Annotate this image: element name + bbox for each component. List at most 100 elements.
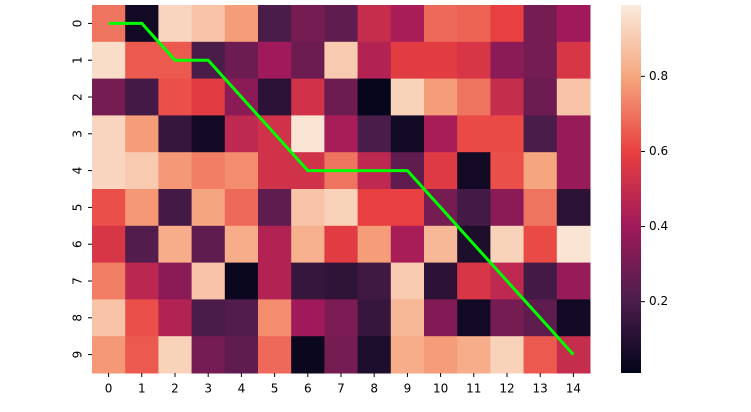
cell — [224, 225, 259, 264]
cell — [357, 336, 392, 374]
cell — [424, 115, 458, 153]
cell — [158, 189, 193, 227]
cell — [291, 336, 325, 374]
cell — [357, 189, 392, 227]
cell — [191, 78, 226, 116]
cell — [357, 41, 392, 80]
cell — [125, 152, 159, 190]
cell — [191, 299, 226, 337]
cell — [490, 225, 525, 264]
colorbar-tick-label: 0.8 — [649, 69, 668, 83]
cell — [324, 262, 359, 300]
cell — [457, 152, 491, 190]
cell — [92, 262, 126, 300]
cell — [390, 336, 425, 374]
y-tick-label: 5 — [71, 204, 85, 212]
cell — [291, 41, 325, 80]
cell — [424, 262, 458, 300]
cell — [390, 262, 425, 300]
cell — [224, 5, 259, 43]
cell — [92, 78, 126, 116]
cell — [457, 262, 491, 300]
cell — [424, 152, 458, 190]
y-tick-label: 0 — [71, 20, 85, 28]
y-tick-label: 3 — [71, 130, 85, 138]
cell — [324, 5, 359, 43]
cell — [457, 78, 491, 116]
cell — [291, 5, 325, 43]
cell — [92, 225, 126, 264]
cell — [556, 78, 591, 116]
cell — [158, 152, 193, 190]
cell — [291, 299, 325, 337]
cell — [390, 299, 425, 337]
colorbar-tick-label: 0.4 — [649, 219, 668, 233]
cell — [224, 152, 259, 190]
cell — [556, 115, 591, 153]
cell — [158, 262, 193, 300]
cell — [191, 336, 226, 374]
cell — [92, 299, 126, 337]
x-tick-label: 11 — [466, 382, 481, 396]
cell — [158, 5, 193, 43]
x-tick-label: 9 — [404, 382, 412, 396]
cell — [92, 115, 126, 153]
cell — [224, 299, 259, 337]
y-tick-label: 9 — [71, 351, 85, 359]
cell — [125, 299, 159, 337]
x-tick-label: 8 — [370, 382, 378, 396]
y-tick-label: 7 — [71, 277, 85, 285]
cell — [191, 5, 226, 43]
cell — [390, 189, 425, 227]
cell — [457, 336, 491, 374]
cell — [523, 115, 558, 153]
x-tick-label: 12 — [499, 382, 514, 396]
cell — [523, 189, 558, 227]
cell — [92, 41, 126, 80]
colorbar — [621, 5, 641, 373]
cell — [490, 5, 525, 43]
cell — [291, 78, 325, 116]
x-tick-label: 0 — [105, 382, 113, 396]
cell — [523, 336, 558, 374]
cell — [125, 189, 159, 227]
cell — [258, 152, 292, 190]
cell — [258, 41, 292, 80]
cell — [191, 262, 226, 300]
cell — [523, 41, 558, 80]
cell — [125, 336, 159, 374]
cell — [457, 189, 491, 227]
cell — [357, 262, 392, 300]
cell — [523, 225, 558, 264]
cell — [291, 225, 325, 264]
cell — [191, 115, 226, 153]
cell — [324, 189, 359, 227]
cell — [424, 5, 458, 43]
y-tick-label: 6 — [71, 240, 85, 248]
cell — [424, 41, 458, 80]
cell — [224, 262, 259, 300]
y-tick-label: 8 — [71, 314, 85, 322]
cell — [258, 262, 292, 300]
cell — [556, 5, 591, 43]
x-tick-label: 1 — [138, 382, 146, 396]
cell — [556, 225, 591, 264]
cell — [92, 336, 126, 374]
cell — [125, 225, 159, 264]
cell — [258, 5, 292, 43]
x-tick-label: 5 — [271, 382, 279, 396]
cell — [490, 115, 525, 153]
x-tick-label: 14 — [566, 382, 581, 396]
cell — [324, 41, 359, 80]
cell — [291, 189, 325, 227]
cell — [224, 336, 259, 374]
y-tick-label: 1 — [71, 56, 85, 64]
cell — [357, 5, 392, 43]
cell — [324, 299, 359, 337]
cell — [224, 189, 259, 227]
cell — [457, 115, 491, 153]
cell — [125, 78, 159, 116]
cell — [424, 336, 458, 374]
cell — [258, 189, 292, 227]
cell — [191, 152, 226, 190]
